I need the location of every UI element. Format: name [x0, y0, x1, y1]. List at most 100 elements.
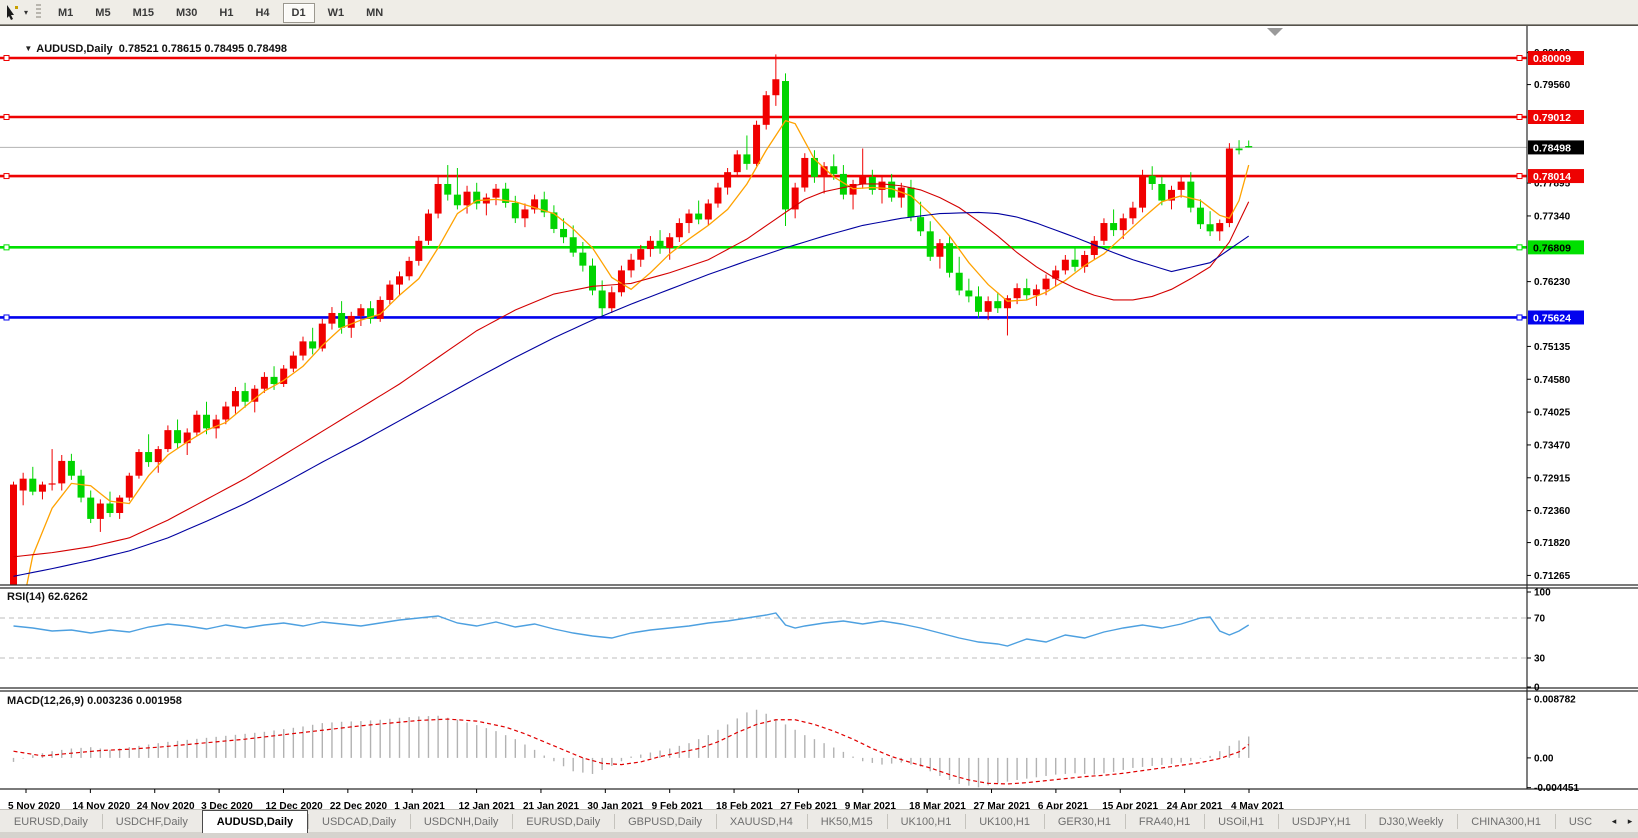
- candle-body: [1168, 189, 1175, 201]
- candle-body: [386, 284, 394, 300]
- date-label: 24 Nov 2020: [137, 801, 195, 810]
- price-tick-label: 0.75135: [1534, 342, 1571, 353]
- chart-tab-uk100-h1[interactable]: UK100,H1: [886, 810, 966, 833]
- candle-body: [907, 187, 915, 218]
- rsi-line: [13, 612, 1250, 647]
- candle-body: [424, 213, 432, 241]
- price-tick-label: 0.77340: [1534, 211, 1571, 222]
- chart-tab-dj30-weekly[interactable]: DJ30,Weekly: [1364, 810, 1457, 833]
- macd-tick-label: 0.008782: [1534, 695, 1576, 706]
- candle-body: [1090, 240, 1098, 255]
- candle-body: [174, 430, 182, 444]
- chart-tab-hk50-m15[interactable]: HK50,M15: [806, 810, 887, 833]
- timeframe-button-m30[interactable]: M30: [175, 7, 198, 19]
- chart-tab-uk100-h1[interactable]: UK100,H1: [965, 810, 1044, 833]
- candle-body: [936, 243, 944, 257]
- candle-body: [1071, 259, 1079, 267]
- candle-body: [1187, 181, 1195, 208]
- date-label: 1 Jan 2021: [394, 801, 445, 810]
- candle-body: [569, 237, 577, 253]
- chart-tab-usoil-h1[interactable]: USOil,H1: [1204, 810, 1278, 833]
- timeframe-button-h1[interactable]: H1: [219, 7, 234, 19]
- chart-tab-eurusd-daily[interactable]: EURUSD,Daily: [13, 815, 88, 828]
- date-label: 12 Jan 2021: [459, 801, 516, 810]
- candle-body: [1110, 223, 1118, 231]
- timeframe-button-w1[interactable]: W1: [327, 7, 345, 19]
- hline-handle-icon: [3, 55, 10, 62]
- candle-body: [772, 79, 780, 96]
- chart-tab-ger30-h1[interactable]: GER30,H1: [1043, 810, 1125, 833]
- chart-tab-usdchf-daily[interactable]: USDCHF,Daily: [101, 810, 202, 833]
- price-tick-label: 0.74025: [1534, 408, 1571, 419]
- date-label: 9 Feb 2021: [652, 801, 704, 810]
- candle-body: [502, 188, 510, 203]
- hline-handle-icon: [1516, 314, 1523, 321]
- candle-body: [318, 323, 326, 349]
- hline-handle-icon: [3, 173, 10, 180]
- cursor-tool-icon[interactable]: [3, 3, 23, 21]
- tab-scroll-right-icon[interactable]: ▸: [1627, 816, 1633, 826]
- candle-body: [183, 432, 191, 444]
- timeframe-button-mn[interactable]: MN: [366, 7, 384, 19]
- cursor-tool-dropdown-caret[interactable]: ▾: [24, 7, 29, 17]
- rsi-tick-label: 30: [1534, 654, 1546, 665]
- candle-body: [666, 237, 674, 248]
- date-label: 5 Nov 2020: [8, 801, 61, 810]
- candle-body: [743, 154, 751, 164]
- candle-body: [1245, 146, 1253, 148]
- date-label: 6 Apr 2021: [1038, 801, 1089, 810]
- candle-body: [444, 183, 452, 195]
- date-label: 3 Dec 2020: [201, 801, 253, 810]
- macd-tick-label: -0.004451: [1534, 783, 1579, 794]
- price-tick-label: 0.74580: [1534, 375, 1571, 386]
- hline-handle-icon: [3, 114, 10, 121]
- candle-body: [154, 449, 162, 463]
- chart-canvas[interactable]: 0.801000.795600.778950.773400.762300.751…: [0, 26, 1638, 810]
- candle-body: [955, 272, 963, 291]
- candle-body: [695, 213, 703, 220]
- chart-tab-china300-h1[interactable]: CHINA300,H1: [1457, 810, 1555, 833]
- macd-tick-label: 0.00: [1534, 753, 1554, 764]
- chart-tab-usdcad-daily[interactable]: USDCAD,Daily: [308, 810, 410, 833]
- candle-body: [29, 478, 37, 492]
- chart-tab-eurusd-daily[interactable]: EURUSD,Daily: [512, 810, 614, 833]
- timeframe-button-m1[interactable]: M1: [58, 7, 74, 19]
- candle-body: [733, 154, 741, 173]
- timeframe-button-d1[interactable]: D1: [282, 3, 315, 23]
- price-tick-label: 0.71265: [1534, 571, 1571, 582]
- hline-handle-icon: [1516, 55, 1523, 62]
- candle-body: [289, 355, 297, 369]
- chart-tab-usc[interactable]: USC: [1554, 810, 1606, 833]
- timeframe-button-m15[interactable]: M15: [132, 7, 154, 19]
- candle-body: [1206, 224, 1214, 232]
- candle-body: [598, 290, 606, 309]
- candle-body: [145, 452, 153, 463]
- timeframe-button-h4[interactable]: H4: [255, 7, 270, 19]
- timeframe-button-m5[interactable]: M5: [95, 7, 111, 19]
- candle-body: [540, 199, 548, 213]
- candle-body: [888, 181, 896, 198]
- candle-body: [704, 203, 712, 220]
- candle-body: [251, 388, 259, 402]
- candle-body: [917, 217, 925, 232]
- chart-tab-xauusd-h4[interactable]: XAUUSD,H4: [715, 810, 807, 833]
- candle-body: [328, 312, 336, 324]
- chart-window[interactable]: 0.801000.795600.778950.773400.762300.751…: [0, 25, 1638, 810]
- toolbar-drag-handle[interactable]: [36, 4, 42, 20]
- chart-tab-audusd-daily[interactable]: AUDUSD,Daily: [201, 810, 309, 833]
- hline-price-label-bg: [1528, 169, 1584, 184]
- tab-scroll-left-icon[interactable]: ◂: [1611, 816, 1617, 826]
- candle-body: [116, 497, 124, 513]
- candle-body: [212, 419, 220, 429]
- chart-tab-fra40-h1[interactable]: FRA40,H1: [1124, 810, 1204, 833]
- candle-body: [357, 308, 365, 316]
- chart-tab-usdcnh-daily[interactable]: USDCNH,Daily: [409, 810, 512, 833]
- chart-tab-usdjpy-h1[interactable]: USDJPY,H1: [1277, 810, 1365, 833]
- candle-body: [10, 484, 17, 585]
- candle-body: [48, 483, 56, 485]
- price-tick-label: 0.79560: [1534, 80, 1571, 91]
- chart-tab-gbpusd-daily[interactable]: GBPUSD,Daily: [614, 810, 716, 833]
- candle-body: [782, 81, 789, 210]
- candle-body: [637, 249, 645, 260]
- candle-body: [820, 166, 828, 177]
